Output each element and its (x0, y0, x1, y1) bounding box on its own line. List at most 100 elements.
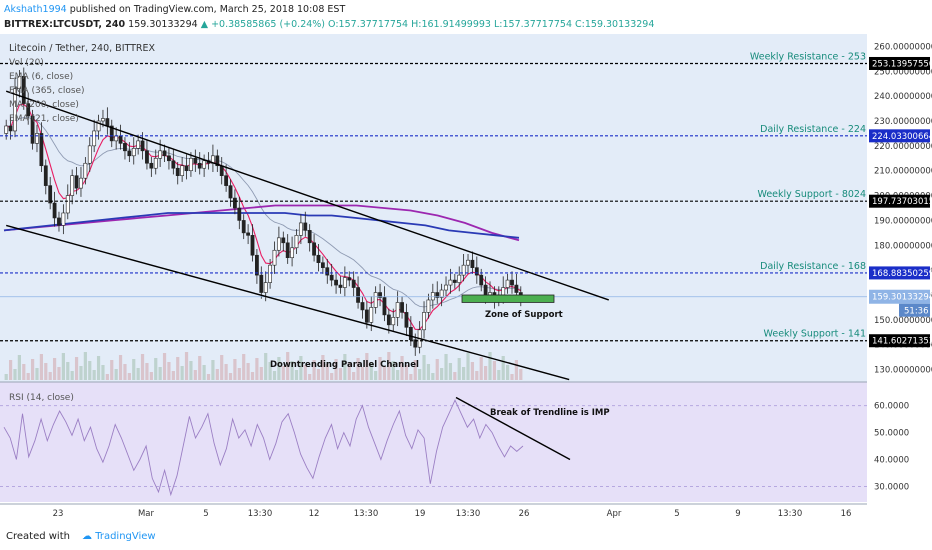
volume-bar (198, 356, 202, 380)
volume-bar (413, 360, 417, 380)
candle-body (21, 75, 26, 104)
candle (52, 191, 57, 227)
indicator-ema6[interactable]: EMA (6, close) (9, 72, 73, 82)
indicator-ema365[interactable]: EMA (365, close) (9, 86, 85, 96)
volume-bar (479, 357, 483, 380)
time-axis-tick: 16 (841, 509, 852, 519)
indicator-vol[interactable]: Vol (20) (9, 58, 44, 68)
volume-bar (246, 363, 250, 380)
candle-body (105, 118, 110, 127)
candle (329, 263, 334, 287)
price-axis-tick: 240.00000000 (874, 92, 932, 102)
time-axis-tick: 12 (309, 509, 320, 519)
volume-bar (211, 360, 215, 380)
author-link[interactable]: Akshath1994 (4, 4, 67, 15)
candle (224, 164, 229, 192)
candle (92, 119, 97, 153)
volume-bar (30, 359, 35, 380)
volume-bar (404, 365, 409, 380)
channel-lower-line (6, 224, 570, 381)
indicator-ma200[interactable]: MA (200, close) (9, 100, 79, 110)
volume-bar (88, 361, 92, 380)
candle (35, 124, 39, 153)
price-axis-tick: 230.00000000 (874, 117, 932, 127)
volume-bar (118, 355, 123, 380)
volume-bar (382, 366, 387, 380)
candle (435, 281, 440, 304)
candle-body (114, 135, 119, 142)
candle (303, 211, 308, 237)
chart-header: Akshath1994 published on TradingView.com… (0, 0, 932, 34)
volume-bar (422, 355, 426, 380)
price-axis-tick: 150.00000000 (874, 316, 932, 326)
volume-bar (294, 370, 299, 380)
current-price-tag (869, 289, 930, 304)
channel-label: Downtrending Parallel Channel (270, 360, 419, 370)
candle-body (74, 175, 79, 189)
price-axis-tick: 190.00000000 (874, 216, 932, 226)
candle-body (303, 222, 308, 231)
candle (426, 293, 431, 319)
volume-bar (409, 374, 413, 380)
volume-bar (369, 362, 373, 380)
low-text: L:157.37717754 (494, 19, 572, 30)
high-text: H:161.91499993 (411, 19, 491, 30)
candle (13, 77, 17, 138)
candle (215, 149, 220, 172)
rsi-pane-background (0, 382, 867, 502)
rsi-line (3, 399, 524, 497)
volume-bar (114, 369, 118, 380)
candle-body (430, 292, 435, 301)
volume-bar (132, 359, 136, 380)
volume-bar (272, 371, 277, 380)
candle-body (444, 284, 448, 291)
candle (30, 109, 35, 150)
candle-body (228, 185, 233, 199)
candle-body (483, 284, 488, 296)
indicator-ema21[interactable]: EMA (21, close) (9, 114, 79, 124)
candle-body (466, 259, 470, 266)
channel-upper-line (5, 90, 609, 301)
chart-canvas[interactable]: 260.00000000 250.00000000 240.00000000 230.… (0, 34, 932, 524)
volume-bar (57, 367, 61, 380)
volume-bar (259, 367, 263, 380)
volume-bar (418, 369, 422, 380)
candle-body (26, 103, 31, 117)
volume-bar (123, 364, 127, 380)
candle-body (351, 279, 356, 288)
time-axis-tick: Mar (138, 509, 155, 519)
volume-bar (48, 372, 52, 380)
level-label: Weekly Resistance - 253 (750, 51, 866, 62)
volume-bar (316, 369, 321, 380)
candle (145, 139, 149, 170)
candle-body (140, 140, 145, 152)
level-price-tag-text: 168.88350259 (872, 269, 932, 279)
level-price-tag (869, 266, 930, 280)
volume-bar (426, 364, 431, 380)
volume-bar (52, 358, 57, 380)
volume-bar (470, 362, 475, 380)
candle (320, 256, 325, 274)
volume-bar (492, 361, 497, 380)
volume-bar (475, 371, 479, 380)
candle-body (400, 302, 404, 313)
candle-body (202, 160, 207, 169)
volume-bar (136, 368, 140, 380)
candle-body (189, 157, 193, 172)
volume-bar (61, 353, 65, 380)
candle-body (501, 287, 506, 296)
rsi-label[interactable]: RSI (14, close) (9, 393, 74, 403)
tradingview-logo[interactable]: ☁ TradingView (82, 531, 156, 542)
volume-bar (242, 354, 246, 380)
candle (109, 119, 114, 148)
price-axis-tick: 130.00000000 (874, 366, 932, 376)
zone-label: Zone of Support (485, 310, 563, 320)
chart-title: Litecoin / Tether, 240, BITTREX (9, 43, 156, 54)
candle (382, 286, 387, 322)
candle (338, 276, 343, 294)
candle (474, 256, 479, 284)
volume-bar (96, 356, 101, 380)
candle-body (180, 165, 185, 176)
volume-bar (338, 368, 343, 380)
price-pane-background (0, 34, 867, 382)
